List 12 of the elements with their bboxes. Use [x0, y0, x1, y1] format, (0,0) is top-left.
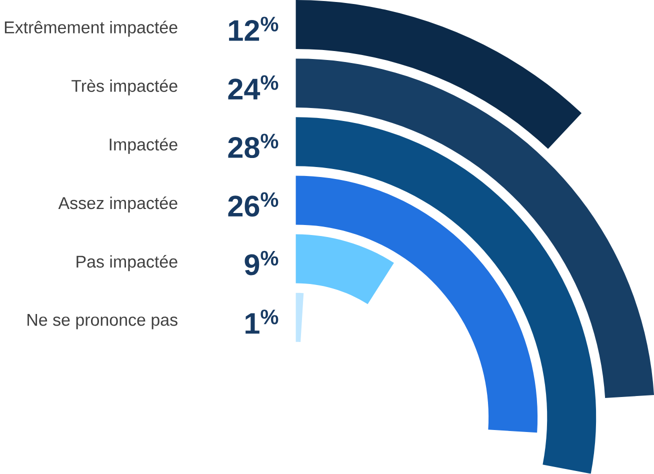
data-label: 24$^{%}$ [228, 75, 278, 100]
data-label: 9$^{%}$ [244, 250, 278, 276]
category-label: Pas impactée [76, 255, 178, 272]
data-label: 26$^{%}$ [228, 192, 278, 217]
category-label: Assez impactée [58, 196, 178, 213]
data-label: 1$^{%}$ [246, 310, 278, 334]
data-label: 28$^{%}$ [228, 134, 278, 158]
data-label: 12$^{%}$ [229, 16, 278, 41]
category-label: Très impactée [72, 79, 178, 96]
category-label: Ne se prononce pas [28, 314, 178, 330]
category-label: Impactée [110, 138, 178, 154]
category-label: Extrêmement impactée [4, 20, 178, 37]
